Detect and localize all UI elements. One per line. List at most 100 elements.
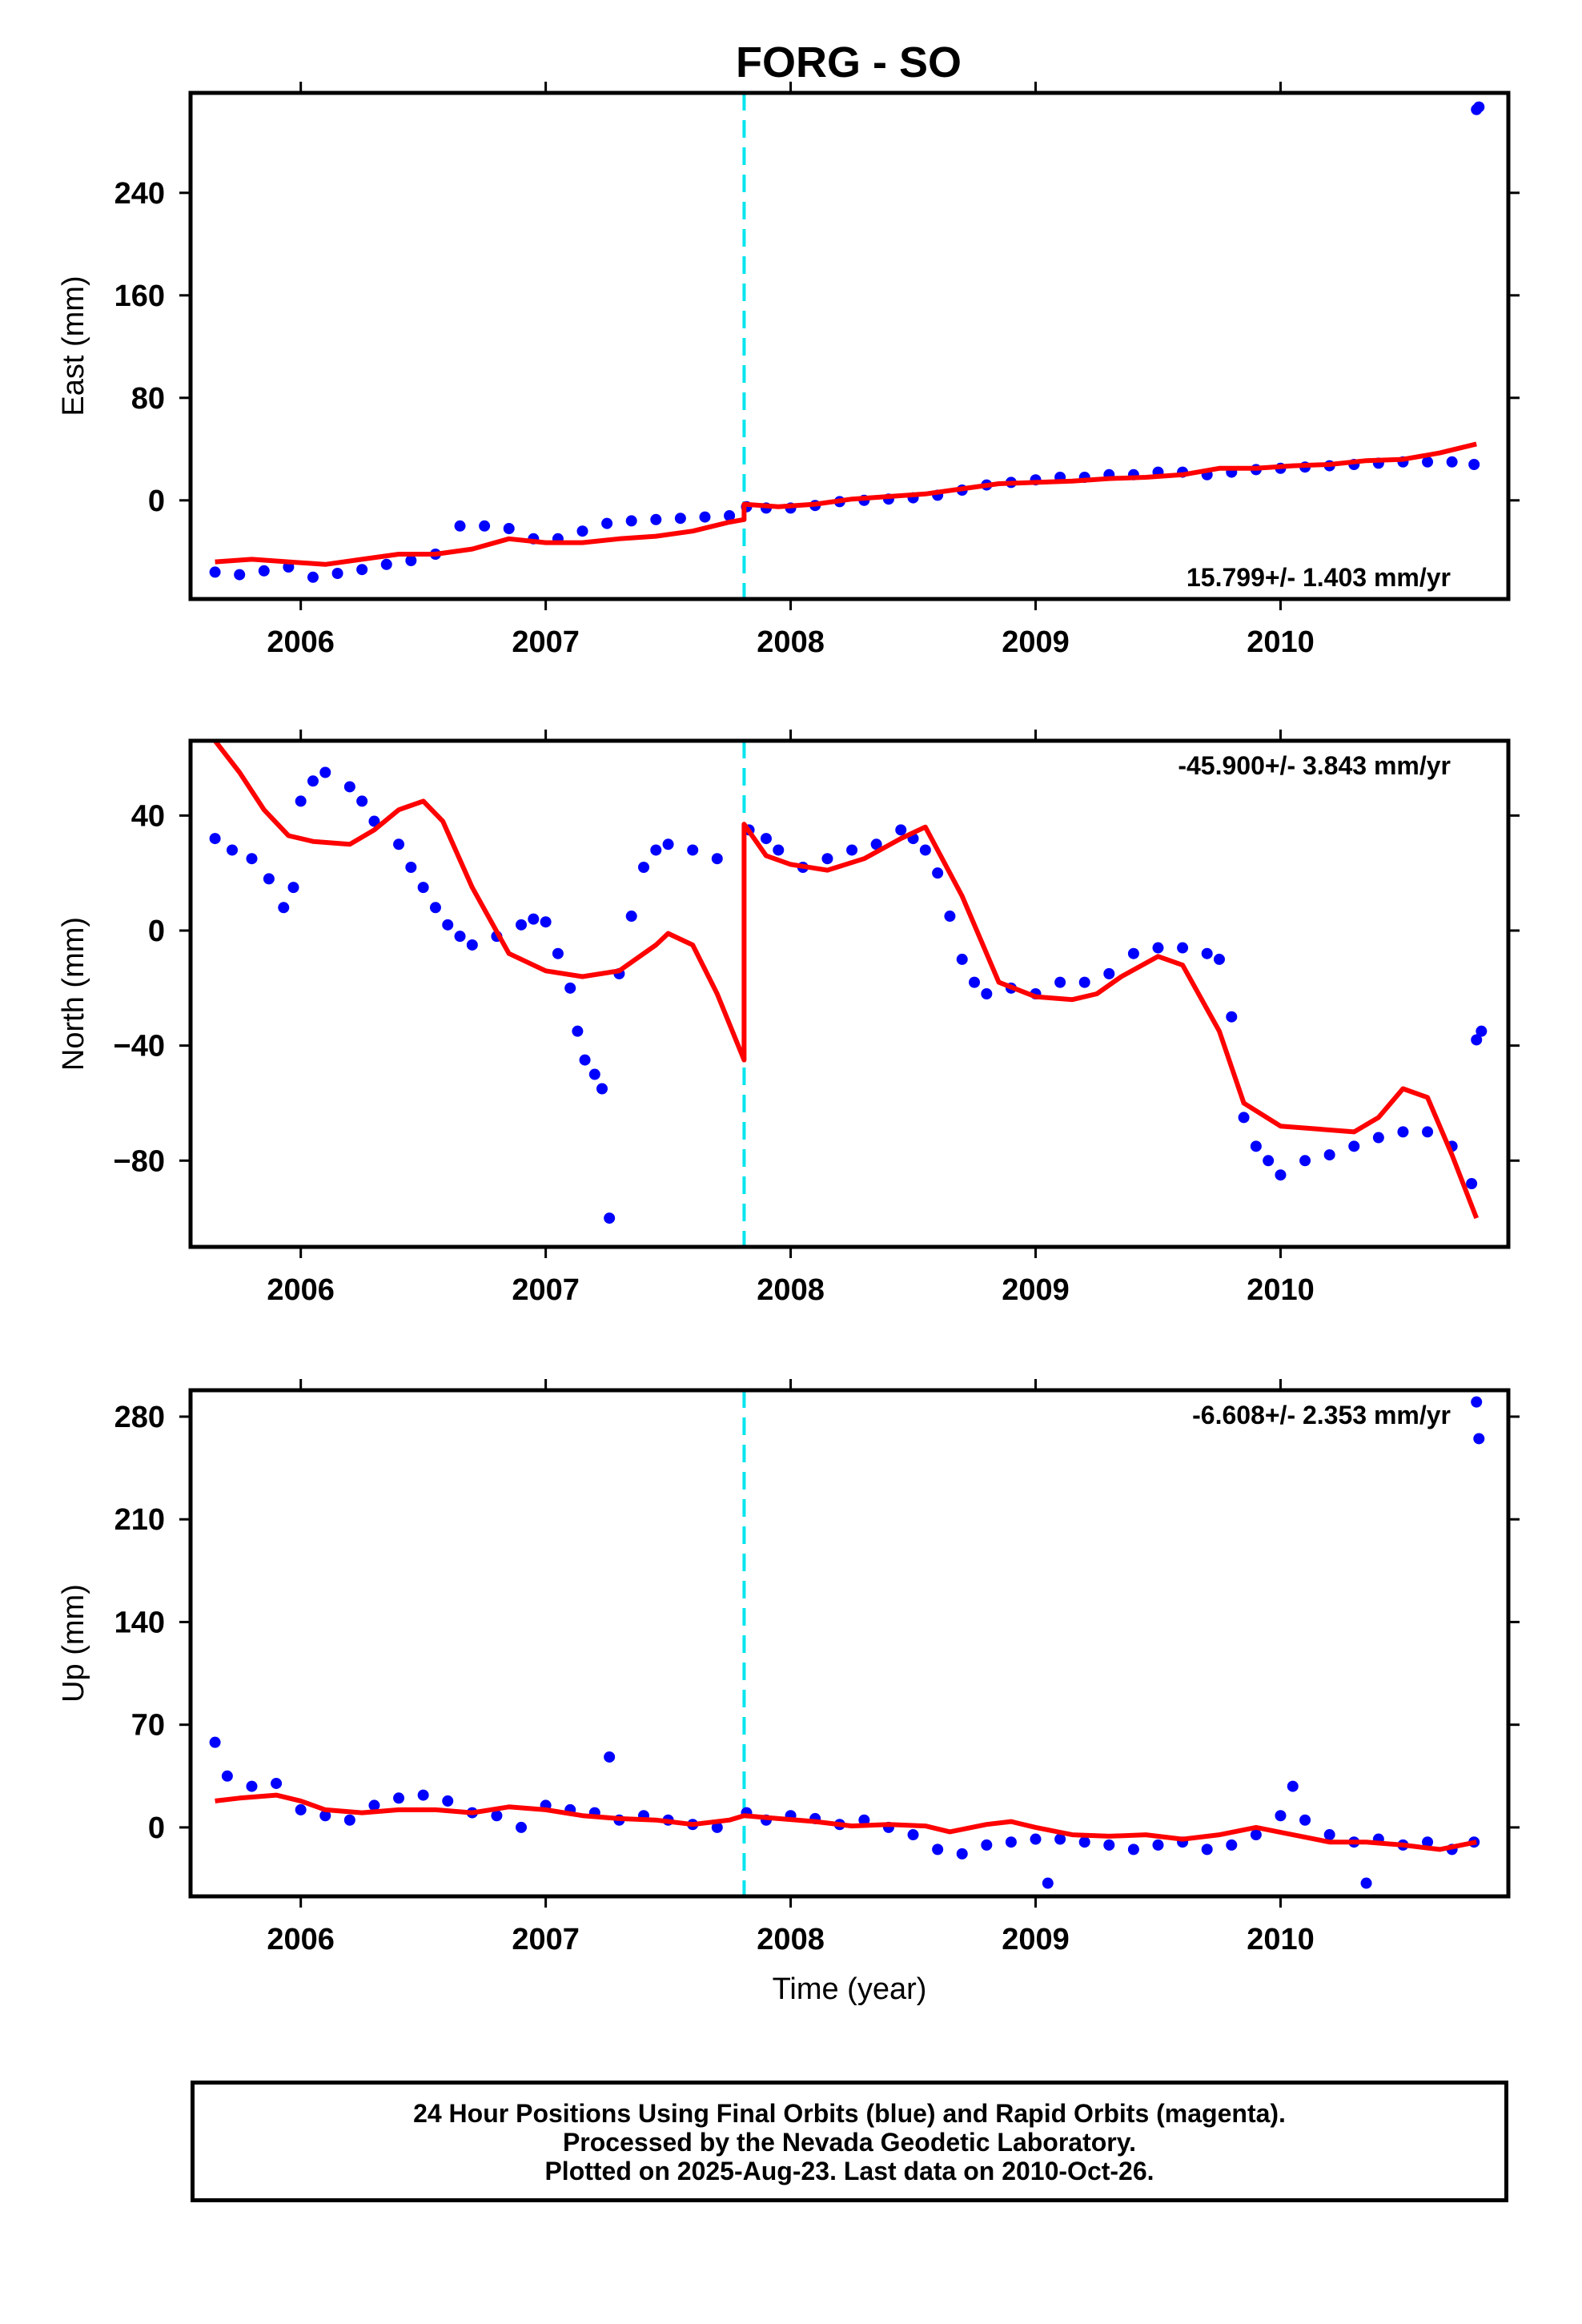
north-data-point <box>552 947 564 959</box>
north-rate-label: -45.900+/- 3.843 mm/yr <box>1178 751 1451 780</box>
north-data-point <box>454 931 466 943</box>
east-y-tick-label: 0 <box>148 485 165 518</box>
up-data-point <box>1054 1833 1066 1845</box>
north-data-point <box>604 1212 616 1224</box>
up-data-point <box>981 1839 993 1851</box>
north-data-point <box>1466 1178 1478 1189</box>
east-data-point <box>576 525 588 537</box>
up-data-point <box>1287 1780 1299 1792</box>
east-data-point <box>699 511 711 523</box>
east-y-tick-label: 240 <box>114 177 165 211</box>
north-data-point <box>1127 947 1139 959</box>
north-y-tick-label: 0 <box>148 915 165 948</box>
up-data-point <box>295 1803 307 1815</box>
caption-line-3: Plotted on 2025-Aug-23. Last data on 201… <box>544 2157 1154 2185</box>
north-data-point <box>356 795 368 807</box>
north-data-point <box>319 766 331 778</box>
north-data-point <box>1372 1132 1384 1144</box>
up-y-tick-label: 0 <box>148 1811 165 1845</box>
north-data-point <box>1177 942 1189 954</box>
caption-box: 24 Hour Positions Using Final Orbits (bl… <box>191 2081 1508 2202</box>
north-data-point <box>895 824 907 836</box>
up-data-point <box>1127 1844 1139 1856</box>
up-data-point <box>368 1799 380 1811</box>
east-y-tick-label: 80 <box>131 382 165 416</box>
east-data-point <box>405 555 417 566</box>
east-x-tick-label: 2006 <box>267 625 335 659</box>
up-data-point <box>1201 1844 1213 1856</box>
north-data-point <box>393 838 405 850</box>
up-data-point <box>1471 1396 1483 1408</box>
north-data-point <box>919 844 931 856</box>
east-data-point <box>1473 101 1485 113</box>
north-data-point <box>572 1025 584 1037</box>
north-data-point <box>540 916 552 928</box>
east-x-tick-label: 2007 <box>512 625 580 659</box>
north-y-tick-label: 40 <box>131 799 165 833</box>
north-data-point <box>209 833 221 845</box>
north-data-point <box>1054 976 1066 988</box>
east-data-point <box>209 566 221 578</box>
up-data-point <box>343 1814 355 1826</box>
up-y-axis-label: Up (mm) <box>57 1584 90 1703</box>
north-x-tick-label: 2007 <box>512 1273 580 1307</box>
up-data-point <box>1299 1814 1311 1826</box>
up-x-tick-label: 2006 <box>267 1923 335 1956</box>
up-panel: 2006 2007 2008 2009 2010 0 70 140 210 280 Up (mm) T… <box>57 1379 1520 2006</box>
east-data-point <box>1468 459 1480 470</box>
north-data-point <box>870 838 882 850</box>
east-data-point <box>380 558 392 570</box>
north-data-point <box>1078 976 1090 988</box>
up-data-point <box>417 1789 429 1801</box>
up-data-point <box>604 1751 616 1763</box>
north-data-point <box>417 882 429 894</box>
north-data-point <box>405 862 417 873</box>
east-fit-line <box>215 441 1477 567</box>
up-data-point <box>1042 1877 1054 1889</box>
east-data-point <box>650 513 662 525</box>
north-data-point <box>687 844 699 856</box>
north-data-point <box>1422 1126 1434 1138</box>
north-panel: 2006 2007 2008 2009 2010 −80 −40 0 40 North (mm) -… <box>57 730 1520 1307</box>
east-panel: 2006 2007 2008 2009 2010 0 80 160 240 East (mm) 15… <box>57 82 1520 659</box>
north-data-point <box>287 882 299 894</box>
north-data-point <box>956 953 968 965</box>
up-y-tick-label: 210 <box>114 1503 165 1537</box>
east-data-point <box>674 513 686 525</box>
north-data-point <box>821 853 833 865</box>
north-data-point <box>1323 1149 1335 1161</box>
east-x-tick-label: 2010 <box>1247 625 1315 659</box>
north-x-tick-label: 2008 <box>757 1273 825 1307</box>
up-data-point <box>271 1777 283 1789</box>
north-data-point <box>528 913 540 925</box>
up-data-point <box>1030 1833 1042 1845</box>
up-data-point <box>956 1848 968 1860</box>
up-x-axis-label: Time (year) <box>773 1972 927 2006</box>
north-data-point <box>1476 1025 1488 1037</box>
north-data-point <box>650 844 662 856</box>
up-y-tick-label: 70 <box>131 1709 165 1743</box>
up-x-tick-label: 2009 <box>1002 1923 1070 1956</box>
north-data-point <box>1299 1155 1311 1167</box>
up-data-point <box>1323 1829 1335 1841</box>
north-data-point <box>1201 947 1213 959</box>
north-data-point <box>969 976 981 988</box>
north-data-point <box>1471 1034 1483 1046</box>
north-y-axis-label: North (mm) <box>57 917 90 1071</box>
up-fit-line <box>215 1792 1477 1852</box>
east-data-point <box>625 515 637 527</box>
up-data-point <box>1103 1839 1115 1851</box>
up-data-point <box>907 1829 919 1841</box>
north-data-point <box>564 982 576 994</box>
up-data-point <box>1005 1836 1017 1848</box>
north-data-point <box>846 844 858 856</box>
north-data-point <box>368 815 380 827</box>
up-series-group <box>209 1396 1485 1889</box>
east-x-tick-label: 2008 <box>757 625 825 659</box>
north-data-point <box>227 844 239 856</box>
east-rate-label: 15.799+/- 1.403 mm/yr <box>1186 563 1451 592</box>
up-y-tick-label: 140 <box>114 1606 165 1639</box>
north-data-point <box>662 838 674 850</box>
north-data-point <box>579 1054 591 1066</box>
